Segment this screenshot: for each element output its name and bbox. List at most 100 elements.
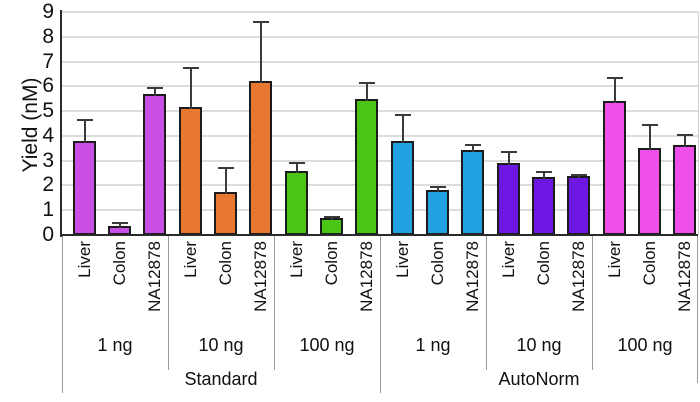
bar-autonorm-1ng-na12878 (461, 149, 484, 235)
y-tick-label-8: 8 (42, 24, 54, 48)
bar-standard-1ng-na12878 (143, 93, 166, 235)
error-bar-line (365, 82, 368, 101)
sample-label-na12878: NA12878 (144, 241, 164, 312)
error-bar-cap (252, 20, 269, 23)
bar-autonorm-1ng-liver (391, 140, 414, 235)
error-bar-cap (358, 81, 375, 84)
error-bar-cap (323, 215, 340, 218)
error-bar-line (189, 67, 192, 110)
error-bar-line (577, 175, 580, 179)
gridline-1 (62, 209, 698, 212)
gridline-9 (62, 11, 698, 13)
amount-label-100ng: 100 ng (617, 335, 673, 355)
error-bar-line (613, 77, 616, 104)
amount-label-1ng: 1 ng (415, 335, 451, 355)
error-bar-line (224, 168, 227, 194)
gridline-4 (62, 134, 698, 137)
sample-label-liver: Liver (604, 241, 624, 278)
error-bar-cap (182, 66, 199, 69)
error-bar-cap (394, 113, 411, 116)
group-separator (168, 235, 169, 370)
error-bar-cap (76, 118, 93, 121)
method-label-autonorm: AutoNorm (498, 369, 580, 389)
bar-standard-1ng-liver (73, 140, 96, 235)
group-separator (486, 235, 487, 370)
error-bar-line (153, 87, 156, 96)
sample-label-colon: Colon (215, 241, 235, 286)
sample-label-liver: Liver (498, 241, 518, 278)
bar-autonorm-100ng-liver (603, 101, 626, 235)
sample-label-na12878: NA12878 (462, 241, 482, 312)
y-tick-label-1: 1 (42, 198, 54, 222)
amount-label-10ng: 10 ng (198, 335, 244, 355)
sample-label-na12878: NA12878 (250, 241, 270, 312)
sample-label-colon: Colon (533, 241, 553, 286)
gridline-6 (62, 85, 698, 88)
error-bar-cap (217, 167, 234, 170)
sample-label-colon: Colon (639, 241, 659, 286)
sample-label-colon: Colon (427, 241, 447, 286)
bar-autonorm-100ng-na12878 (673, 144, 696, 235)
group-separator (274, 235, 275, 370)
sample-label-liver: Liver (392, 241, 412, 278)
sample-label-colon: Colon (321, 241, 341, 286)
error-bar-cap (111, 221, 128, 224)
error-bar-cap (641, 123, 658, 126)
sample-label-liver: Liver (74, 241, 94, 278)
y-tick-label-2: 2 (42, 173, 54, 197)
bar-autonorm-10ng-liver (497, 163, 520, 235)
error-bar-cap (464, 144, 481, 147)
error-bar-line (83, 119, 86, 143)
error-bar-line (259, 21, 262, 84)
y-tick-label-5: 5 (42, 99, 54, 123)
error-bar-line (542, 172, 545, 180)
error-bar-cap (146, 86, 163, 89)
method-label-standard: Standard (184, 369, 258, 389)
plot-right-edge (698, 12, 699, 235)
error-bar-cap (535, 171, 552, 174)
left-boundary-line (62, 235, 63, 393)
bar-standard-10ng-liver (179, 107, 202, 235)
y-tick-label-0: 0 (42, 223, 54, 246)
bar-standard-10ng-colon (214, 191, 237, 235)
y-tick-label-9: 9 (42, 0, 54, 23)
y-axis-line (60, 10, 62, 237)
amount-label-1ng: 1 ng (97, 335, 133, 355)
bar-autonorm-10ng-na12878 (567, 176, 590, 235)
error-bar-line (295, 163, 298, 173)
bar-autonorm-100ng-colon (638, 148, 661, 235)
bar-standard-100ng-colon (320, 218, 343, 235)
method-boundary-line (380, 235, 381, 393)
sample-label-liver: Liver (180, 241, 200, 278)
sample-label-na12878: NA12878 (568, 241, 588, 312)
bar-standard-100ng-na12878 (355, 98, 378, 235)
y-tick-label-3: 3 (42, 148, 54, 172)
gridline-8 (62, 35, 698, 38)
x-axis-line (60, 234, 698, 236)
error-bar-cap (570, 174, 587, 177)
bar-standard-100ng-liver (285, 170, 308, 235)
right-boundary-line (697, 235, 698, 383)
error-bar-cap (676, 133, 693, 136)
error-bar-line (330, 216, 333, 221)
group-separator (592, 235, 593, 370)
amount-label-10ng: 10 ng (516, 335, 562, 355)
y-tick-label-4: 4 (42, 123, 54, 147)
bar-standard-10ng-na12878 (249, 81, 272, 235)
error-bar-line (683, 134, 686, 147)
gridline-2 (62, 184, 698, 187)
error-bar-line (507, 151, 510, 166)
sample-label-liver: Liver (286, 241, 306, 278)
error-bar-line (471, 145, 474, 152)
gridline-5 (62, 110, 698, 113)
error-bar-cap (429, 185, 446, 188)
error-bar-line (648, 124, 651, 151)
error-bar-line (436, 186, 439, 193)
error-bar-cap (288, 162, 305, 165)
y-tick-label-7: 7 (42, 49, 54, 73)
sample-label-na12878: NA12878 (674, 241, 694, 312)
error-bar-line (118, 222, 121, 228)
error-bar-cap (606, 76, 623, 79)
gridline-3 (62, 159, 698, 162)
